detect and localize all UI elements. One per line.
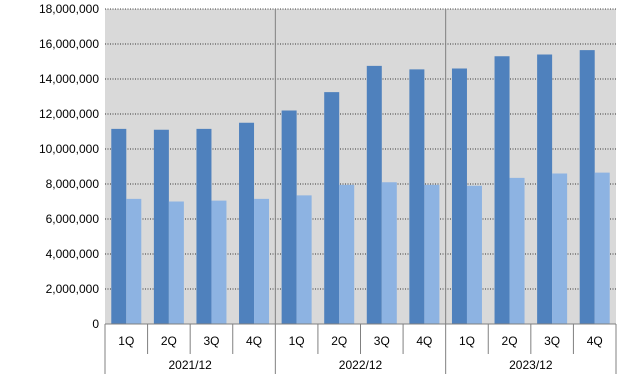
x-tick-label: 4Q — [246, 334, 262, 348]
x-tick-label: 1Q — [118, 334, 134, 348]
bar — [451, 68, 467, 324]
bar — [381, 182, 397, 324]
x-tick-label: 3Q — [374, 334, 390, 348]
bar — [211, 200, 227, 324]
x-tick-label: 2Q — [502, 334, 518, 348]
bar — [509, 177, 525, 324]
y-tick-label: 4,000,000 — [46, 247, 100, 261]
x-group-label: 2023/12 — [509, 358, 553, 372]
x-tick-label: 1Q — [289, 334, 305, 348]
bar — [254, 198, 270, 324]
plot-area — [105, 9, 616, 324]
bar — [153, 129, 169, 324]
y-tick-label: 14,000,000 — [39, 72, 99, 86]
x-group-label: 2022/12 — [339, 358, 383, 372]
bar — [339, 184, 355, 324]
y-tick-label: 16,000,000 — [39, 37, 99, 51]
bar — [552, 173, 568, 324]
bar — [366, 65, 382, 324]
bar — [168, 201, 184, 324]
x-group-label: 2021/12 — [168, 358, 212, 372]
bar — [466, 185, 482, 324]
y-tick-label: 10,000,000 — [39, 142, 99, 156]
bar — [594, 172, 610, 324]
y-tick-label: 2,000,000 — [46, 282, 100, 296]
bar — [494, 56, 510, 324]
y-tick-label: 12,000,000 — [39, 107, 99, 121]
x-tick-label: 3Q — [544, 334, 560, 348]
y-tick-label: 8,000,000 — [46, 177, 100, 191]
x-tick-label: 4Q — [416, 334, 432, 348]
bar — [537, 54, 553, 324]
bar — [424, 184, 440, 324]
x-tick-label: 3Q — [203, 334, 219, 348]
bar — [296, 195, 312, 324]
y-tick-label: 0 — [92, 317, 99, 331]
bar — [324, 92, 340, 324]
y-tick-label: 18,000,000 — [39, 2, 99, 16]
x-tick-label: 2Q — [331, 334, 347, 348]
bar — [196, 128, 212, 324]
bar — [126, 198, 142, 324]
y-tick-label: 6,000,000 — [46, 212, 100, 226]
bar — [579, 50, 595, 324]
x-tick-label: 2Q — [161, 334, 177, 348]
bar — [239, 122, 255, 324]
bar — [111, 128, 127, 324]
bar — [409, 69, 425, 324]
x-tick-label: 4Q — [587, 334, 603, 348]
x-tick-label: 1Q — [459, 334, 475, 348]
bar — [281, 110, 297, 324]
